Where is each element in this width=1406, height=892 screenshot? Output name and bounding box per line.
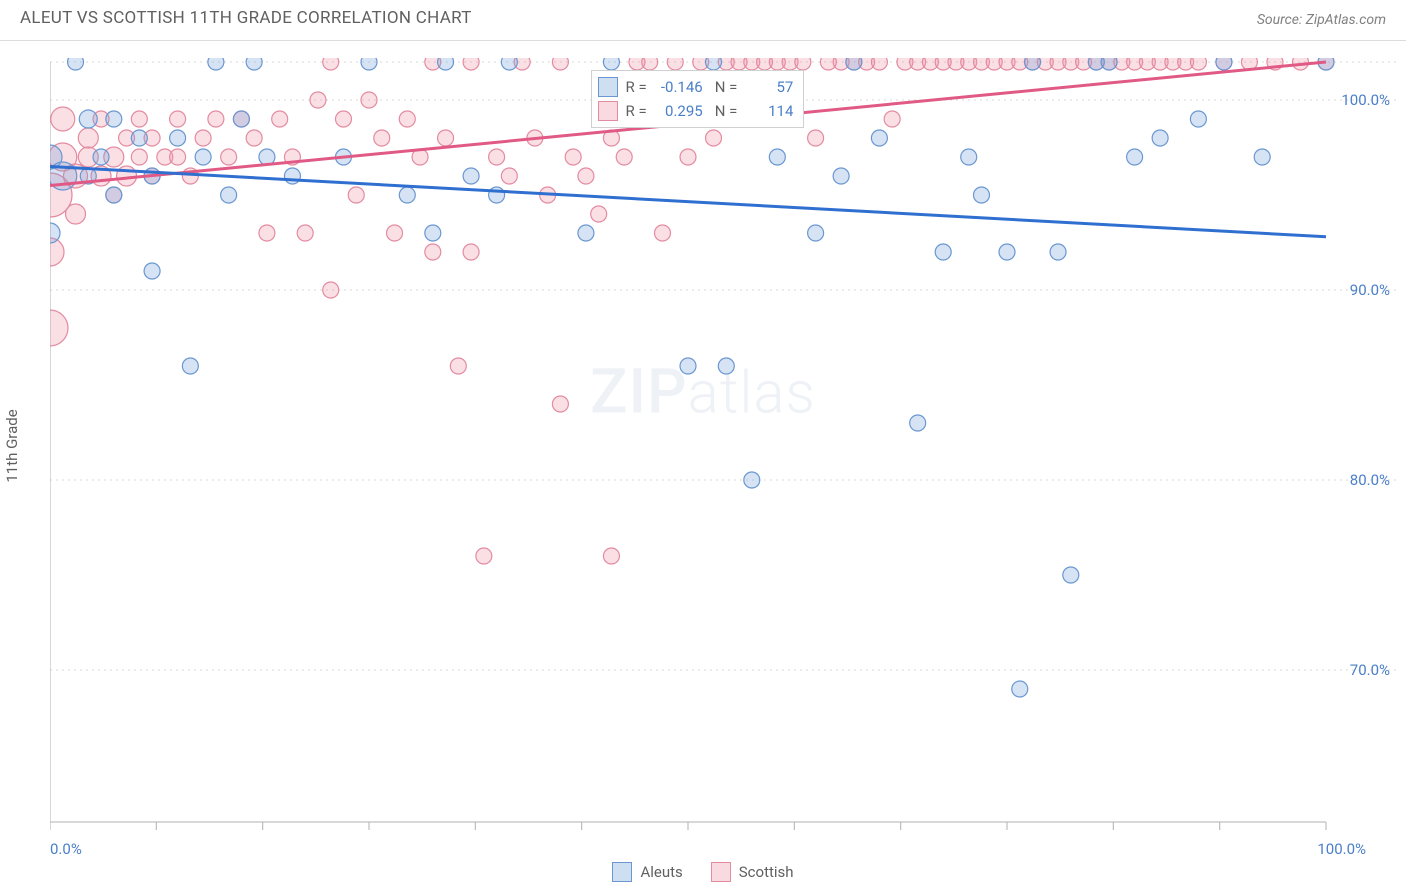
- svg-text:70.0%: 70.0%: [1350, 661, 1390, 679]
- svg-text:80.0%: 80.0%: [1350, 471, 1390, 489]
- chart-header: ALEUT VS SCOTTISH 11TH GRADE CORRELATION…: [0, 0, 1406, 41]
- legend-label-b: Scottish: [739, 863, 794, 881]
- chart-source: Source: ZipAtlas.com: [1257, 12, 1386, 28]
- stats-legend: R = -0.146 N = 57 R = 0.295 N = 114: [591, 70, 805, 128]
- stats-row-b: R = 0.295 N = 114: [598, 99, 798, 123]
- x-max-label: 100.0%: [1317, 840, 1366, 858]
- y-axis-label: 11th Grade: [3, 409, 21, 482]
- x-min-label: 0.0%: [50, 840, 82, 858]
- legend-item-a: Aleuts: [612, 862, 682, 882]
- legend-label-a: Aleuts: [640, 863, 682, 881]
- r-value-a: -0.146: [655, 78, 707, 96]
- legend-item-b: Scottish: [711, 862, 794, 882]
- swatch-a-icon: [598, 77, 618, 97]
- swatch-a-icon: [612, 862, 632, 882]
- r-label-a: R =: [626, 78, 647, 96]
- series-legend: Aleuts Scottish: [0, 862, 1406, 882]
- chart-area: 70.0% 80.0% 90.0% 100.0%: [50, 58, 1396, 834]
- chart-title: ALEUT VS SCOTTISH 11TH GRADE CORRELATION…: [20, 8, 472, 28]
- n-value-a: 57: [745, 78, 797, 96]
- swatch-b-icon: [598, 101, 618, 121]
- r-value-b: 0.295: [655, 102, 707, 120]
- r-label-b: R =: [626, 102, 647, 120]
- x-axis-end-labels: 0.0% 100.0%: [50, 840, 1366, 858]
- n-value-b: 114: [745, 102, 797, 120]
- svg-text:100.0%: 100.0%: [1341, 91, 1390, 109]
- swatch-b-icon: [711, 862, 731, 882]
- n-label-b: N =: [715, 102, 738, 120]
- n-label-a: N =: [715, 78, 738, 96]
- scatter-chart: 70.0% 80.0% 90.0% 100.0%: [50, 58, 1396, 834]
- svg-text:90.0%: 90.0%: [1350, 281, 1390, 299]
- stats-row-a: R = -0.146 N = 57: [598, 75, 798, 99]
